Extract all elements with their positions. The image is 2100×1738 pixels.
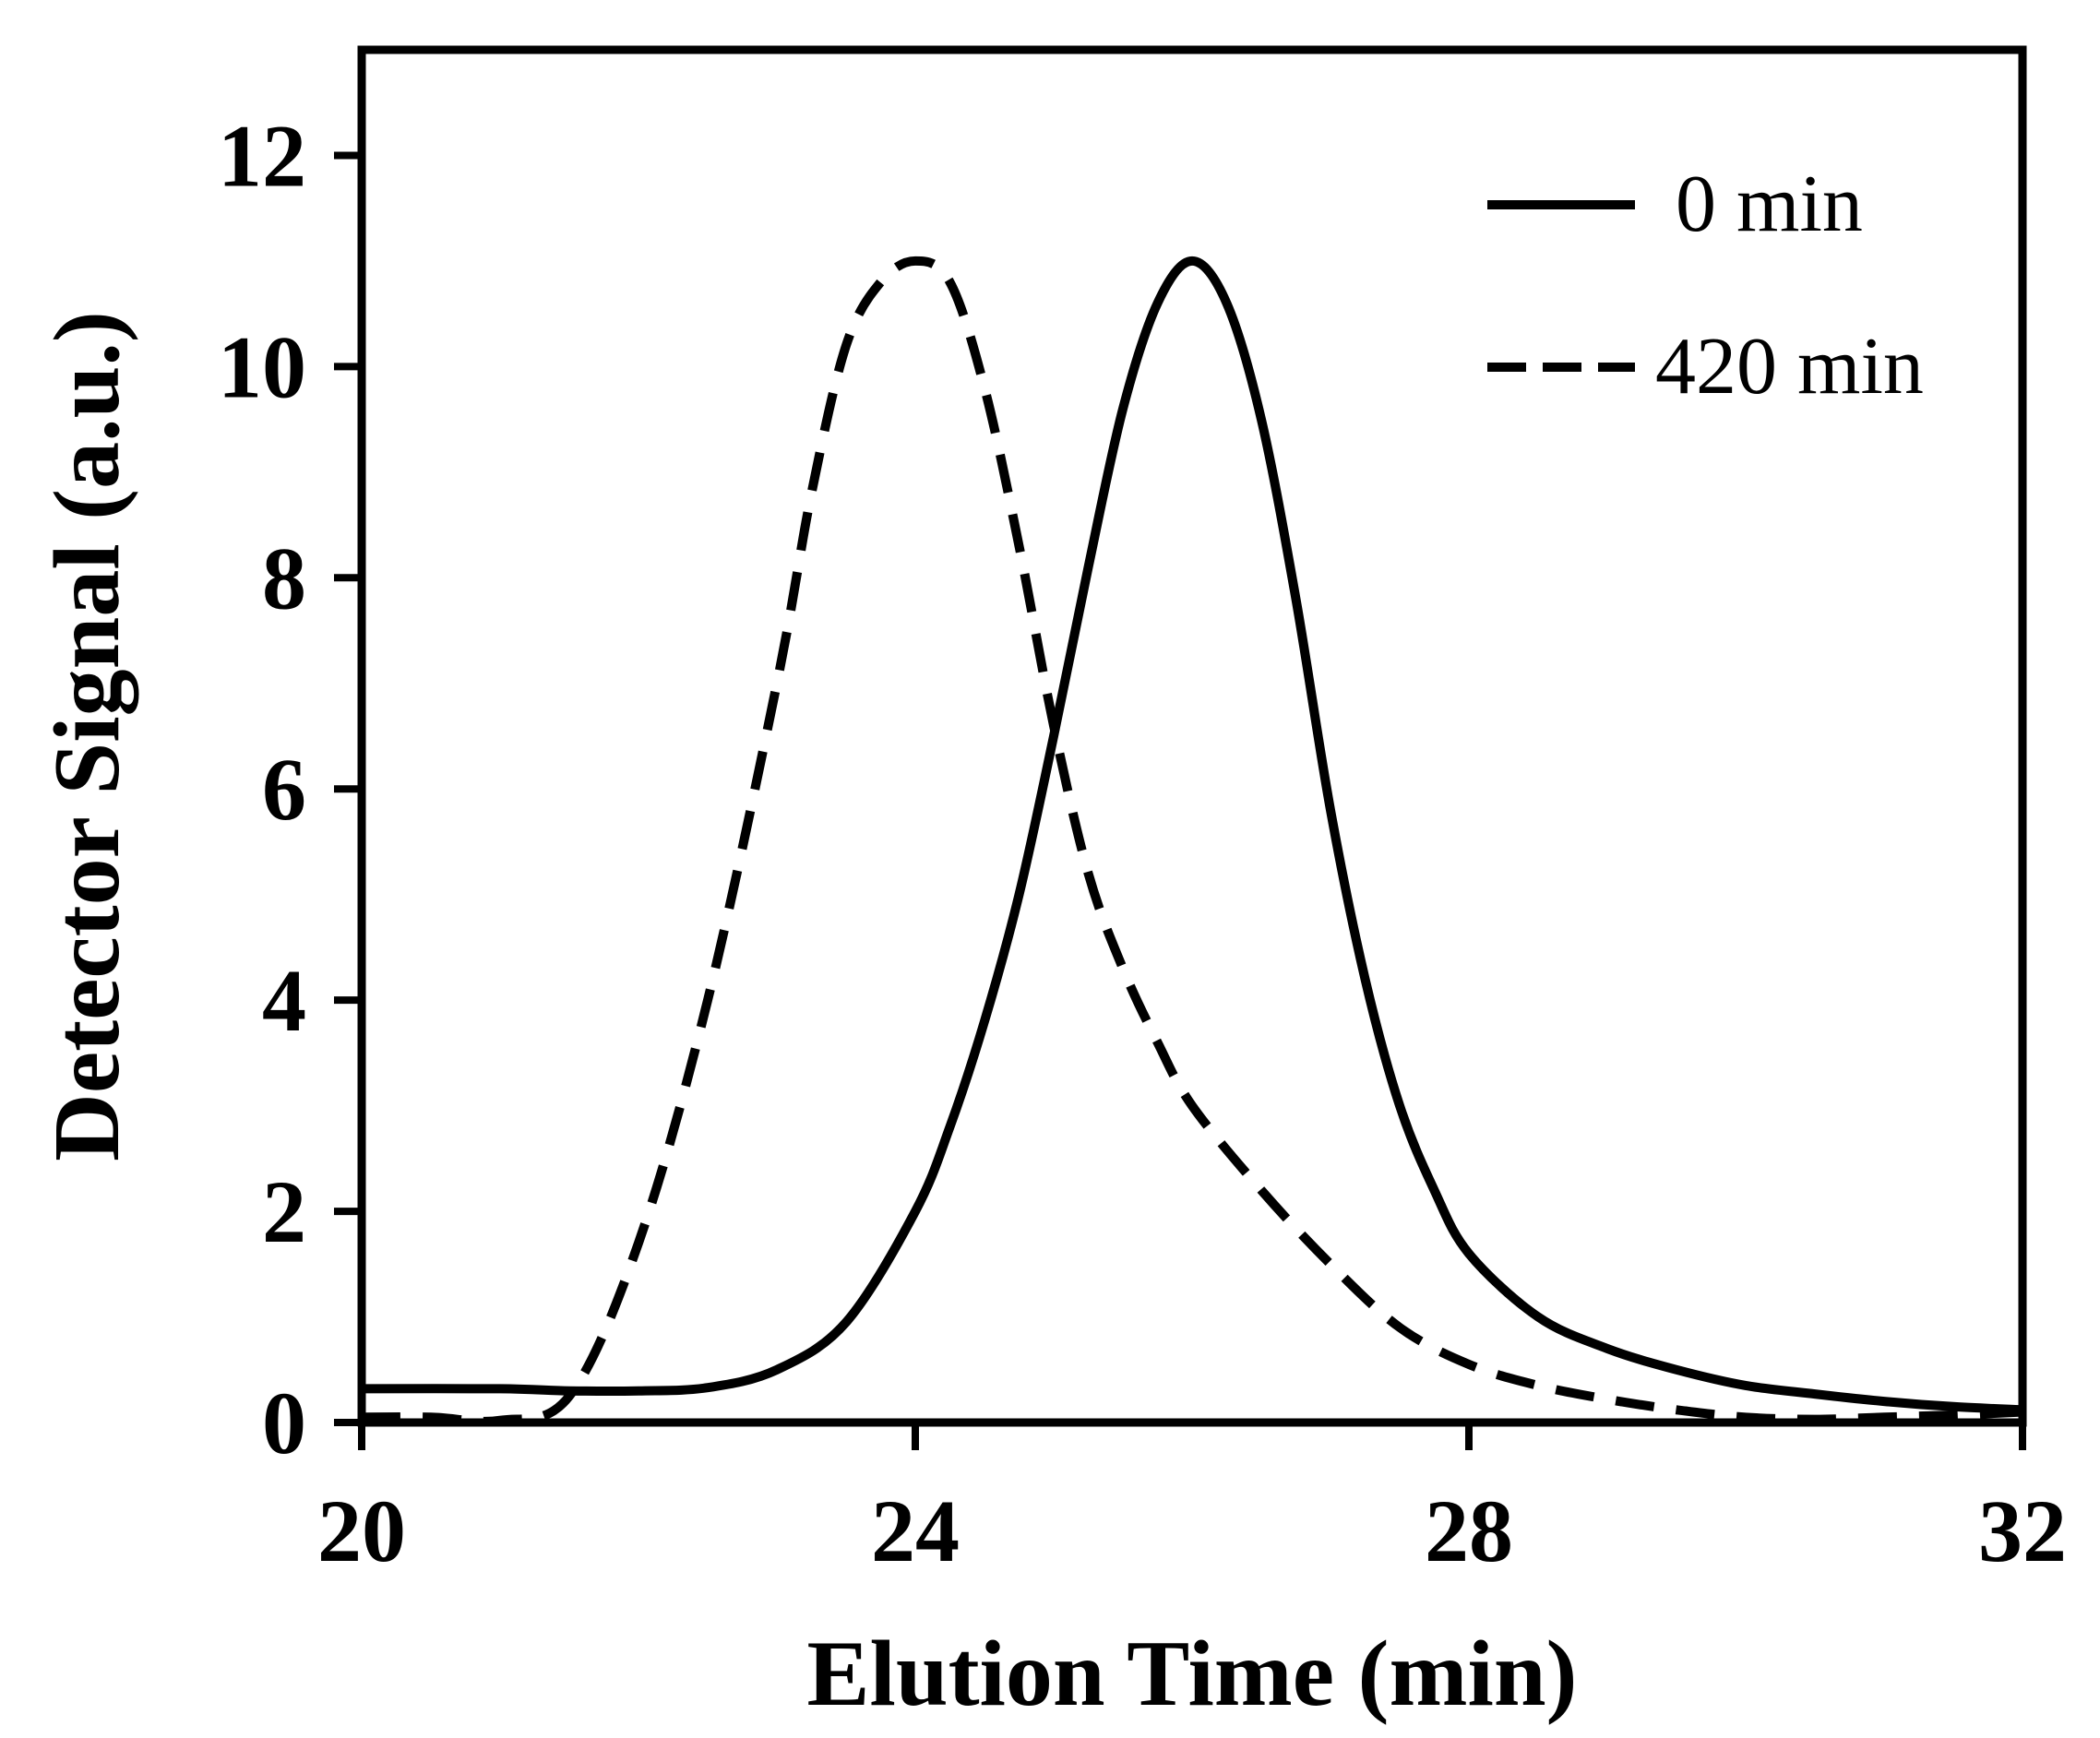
- x-tick-label: 28: [1425, 1482, 1513, 1580]
- y-tick-label: 12: [218, 106, 306, 205]
- legend: 0 min 420 min: [1487, 160, 1924, 411]
- legend-label: 420 min: [1655, 322, 1924, 411]
- legend-label: 0 min: [1676, 160, 1863, 249]
- series-line-solid: [361, 256, 2023, 1415]
- y-tick-label: 0: [262, 1374, 306, 1472]
- series-layer: [361, 256, 2023, 1426]
- series-line-dashed: [361, 256, 2023, 1426]
- x-axis-title: Elution Time (min): [806, 1622, 1577, 1726]
- x-tick-label: 20: [317, 1482, 406, 1580]
- x-tick-label: 24: [871, 1482, 960, 1580]
- x-tick-label: 32: [1978, 1482, 2067, 1580]
- y-tick-label: 8: [262, 529, 306, 627]
- y-tick-label: 4: [262, 951, 306, 1050]
- y-axis-title: Detector Signal (a.u.): [35, 311, 139, 1161]
- y-tick-label: 6: [262, 740, 306, 839]
- y-tick-label: 2: [262, 1162, 306, 1261]
- plot-frame: [357, 45, 2027, 1427]
- y-tick-label: 10: [218, 317, 306, 416]
